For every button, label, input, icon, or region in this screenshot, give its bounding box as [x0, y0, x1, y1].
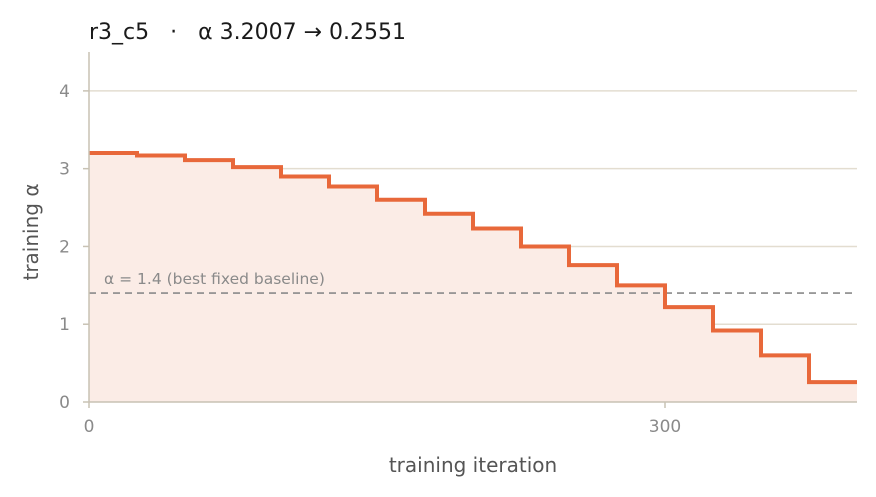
series-line [89, 151, 857, 385]
y-tick-label-1: 1 [59, 315, 70, 335]
ticks: 0 300 0 1 2 3 4 [59, 82, 681, 437]
y-axis-label: training α [19, 183, 43, 280]
reference-line-label: α = 1.4 (best fixed baseline) [104, 270, 325, 288]
x-axis-label: training iteration [389, 453, 557, 477]
x-tick-label-0: 0 [84, 417, 95, 437]
y-tick-label-0: 0 [59, 393, 70, 413]
y-tick-label-4: 4 [59, 82, 70, 102]
y-tick-label-2: 2 [59, 237, 70, 257]
chart-title: r3_c5 · α 3.2007 → 0.2551 [89, 20, 406, 45]
area-fill [89, 153, 857, 402]
x-tick-label-300: 300 [649, 417, 681, 437]
y-tick-label-3: 3 [59, 160, 70, 180]
